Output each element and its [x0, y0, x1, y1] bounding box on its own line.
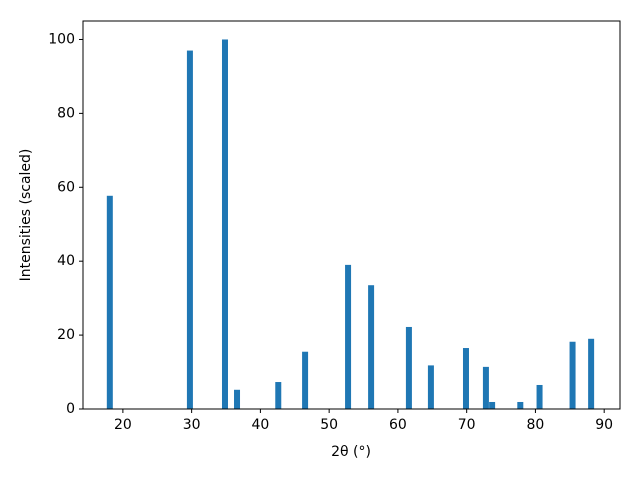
- x-tick-label: 30: [183, 417, 201, 433]
- x-tick-label: 50: [320, 417, 338, 433]
- bar: [106, 195, 113, 409]
- bar: [427, 365, 434, 409]
- x-tick-label: 70: [458, 417, 476, 433]
- bar: [345, 264, 352, 409]
- bar: [368, 285, 375, 409]
- bar: [302, 351, 309, 409]
- bar: [221, 39, 228, 409]
- bar: [536, 384, 543, 409]
- y-tick-label: 60: [57, 179, 75, 195]
- bar: [569, 341, 576, 409]
- plot-frame: [82, 20, 621, 410]
- bar: [482, 366, 489, 409]
- y-tick-label: 0: [66, 401, 75, 417]
- y-tick-label: 20: [57, 327, 75, 343]
- bar: [517, 401, 524, 409]
- x-tick-label: 80: [527, 417, 545, 433]
- y-tick-label: 40: [57, 253, 75, 269]
- x-tick-label: 90: [595, 417, 613, 433]
- bar: [234, 389, 241, 409]
- y-axis-label: Intensities (scaled): [18, 149, 34, 282]
- x-tick-label: 20: [114, 417, 132, 433]
- y-tick-label: 100: [48, 31, 75, 47]
- x-tick-label: 60: [389, 417, 407, 433]
- bar: [405, 326, 412, 409]
- bar: [489, 401, 496, 409]
- y-tick-label: 80: [57, 105, 75, 121]
- bar: [588, 338, 595, 409]
- bar: [186, 50, 193, 410]
- bar: [275, 382, 282, 409]
- bar: [462, 348, 469, 409]
- x-tick-label: 40: [251, 417, 269, 433]
- x-axis-label: 2θ (°): [331, 444, 371, 460]
